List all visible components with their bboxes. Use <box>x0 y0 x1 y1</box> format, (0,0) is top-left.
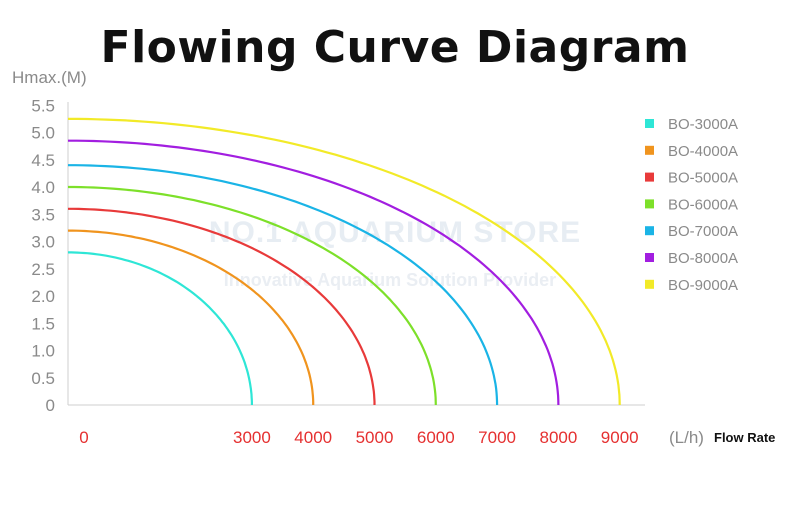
legend-swatch <box>645 253 654 262</box>
legend-swatch <box>645 119 654 128</box>
legend-label: BO-4000A <box>668 143 738 160</box>
x-tick-label: 4000 <box>294 428 332 447</box>
x-tick-label: 6000 <box>417 428 455 447</box>
y-tick-label: 3.5 <box>31 205 55 224</box>
y-tick-label: 0.5 <box>31 369 55 388</box>
legend: BO-3000A BO-4000A BO-5000A BO-6000A BO-7000A… <box>645 116 738 294</box>
watermark-line1: NO.1 AQUARIUM STORE <box>209 216 581 249</box>
y-axis-label: Hmax.(M) <box>12 68 87 87</box>
x-tick-label: 5000 <box>356 428 394 447</box>
x-axis-unit: (L/h) <box>669 428 704 447</box>
legend-swatch <box>645 199 654 209</box>
watermark-line2: Innovative Aquarium Solution Provider <box>224 270 556 290</box>
series-curve <box>68 207 376 405</box>
series-curve <box>68 117 621 406</box>
x-tick-label: 9000 <box>601 428 639 447</box>
chart-title: Flowing Curve Diagram <box>100 22 690 73</box>
series-curves <box>68 117 621 406</box>
x-tick-label: 3000 <box>233 428 271 447</box>
y-tick-label: 0 <box>46 396 55 415</box>
legend-label: BO-3000A <box>668 116 738 133</box>
y-tick-label: 2.0 <box>31 287 55 306</box>
series-curve <box>68 139 560 406</box>
y-tick-label: 4.5 <box>31 151 55 170</box>
y-tick-label: 5.0 <box>31 124 55 143</box>
series-curve <box>68 164 499 406</box>
legend-swatch <box>645 145 654 155</box>
x-axis-label: Flow Rate <box>714 430 775 445</box>
series-curve <box>68 229 315 405</box>
y-tick-label: 5.5 <box>31 96 55 115</box>
y-tick-label: 2.5 <box>31 260 55 279</box>
series-curve <box>68 251 253 405</box>
y-tick-label: 1.5 <box>31 314 55 333</box>
legend-label: BO-6000A <box>668 196 738 213</box>
legend-swatch <box>645 172 654 182</box>
y-tick-label: 3.0 <box>31 233 55 252</box>
legend-label: BO-7000A <box>668 223 738 240</box>
legend-label: BO-9000A <box>668 277 738 294</box>
y-tick-label: 1.0 <box>31 342 55 361</box>
x-tick-label: 0 <box>79 428 88 447</box>
axes: Hmax.(M) 5.5 5.0 4.5 4.0 3.5 3.0 2.5 2.0 1.5 1.0 0.… <box>12 68 775 447</box>
legend-label: BO-8000A <box>668 250 738 267</box>
legend-label: BO-5000A <box>668 170 738 187</box>
series-curve <box>68 185 437 406</box>
legend-swatch <box>645 226 654 236</box>
legend-swatch <box>645 279 654 289</box>
y-tick-label: 4.0 <box>31 178 55 197</box>
x-tick-label: 7000 <box>478 428 516 447</box>
x-tick-label: 8000 <box>539 428 577 447</box>
